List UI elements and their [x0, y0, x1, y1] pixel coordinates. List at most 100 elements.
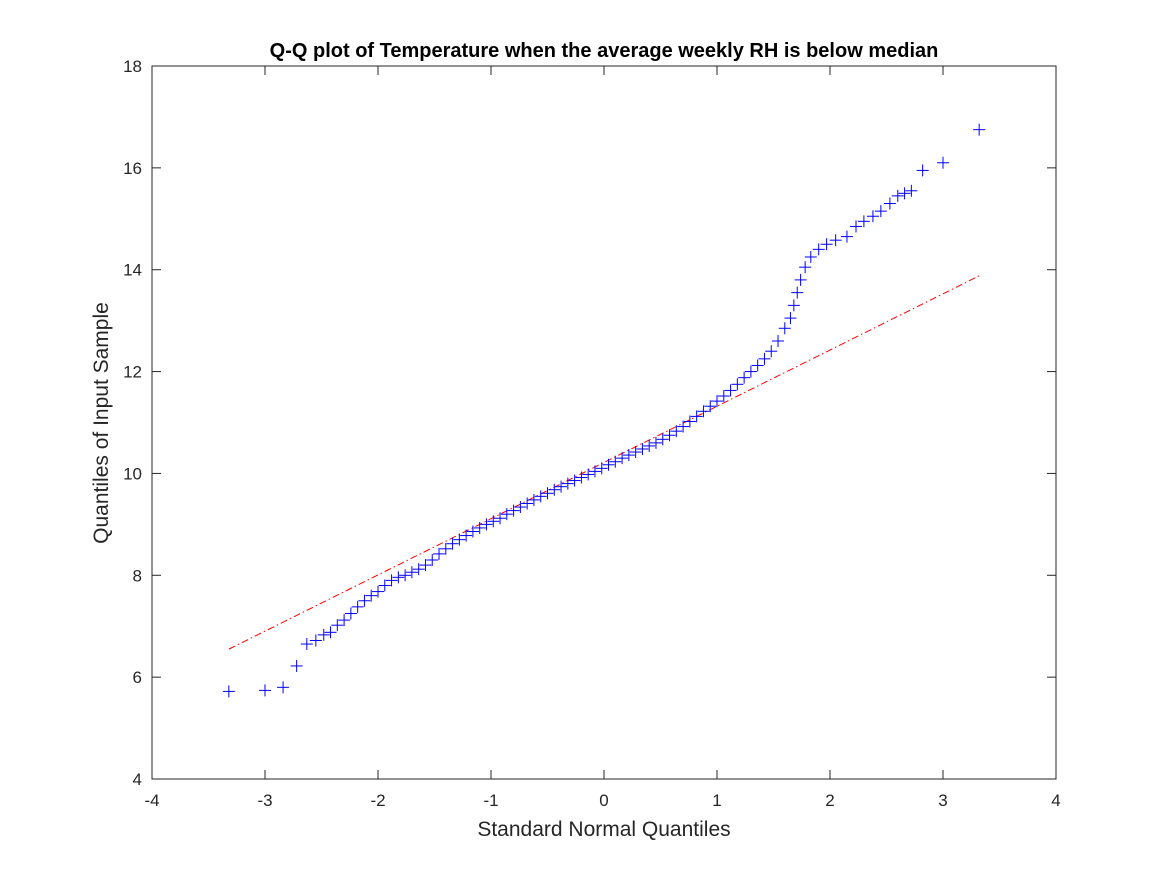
data-point — [309, 634, 322, 647]
x-axis-label: Standard Normal Quantiles — [477, 818, 730, 841]
data-point — [973, 123, 986, 136]
data-point — [683, 415, 696, 428]
data-point — [717, 390, 730, 403]
y-tick-label: 8 — [133, 566, 142, 585]
data-point — [616, 452, 629, 465]
data-point — [392, 571, 405, 584]
data-point — [677, 420, 690, 433]
x-tick-label: 1 — [712, 791, 721, 810]
data-point — [473, 521, 486, 534]
data-point — [575, 471, 588, 484]
data-point — [453, 533, 466, 546]
x-tick-label: -4 — [144, 791, 159, 810]
y-axis-ticks: 4 6 8 10 12 14 16 18 — [123, 57, 1056, 789]
data-point — [426, 554, 439, 567]
data-point — [480, 518, 493, 531]
data-point — [772, 335, 785, 348]
data-point — [561, 477, 574, 490]
reference-line — [228, 275, 980, 650]
data-point — [527, 493, 540, 506]
data-point — [849, 220, 862, 233]
data-point — [711, 395, 723, 408]
data-point — [555, 480, 568, 493]
data-point — [568, 474, 581, 487]
data-point — [595, 462, 608, 475]
data-point — [937, 156, 949, 169]
data-point — [649, 436, 662, 449]
data-point — [331, 619, 344, 632]
data-point — [378, 579, 391, 592]
data-point — [588, 465, 601, 478]
data-point — [466, 525, 479, 538]
data-point — [804, 250, 817, 263]
data-point — [446, 537, 459, 550]
data-point — [784, 312, 797, 325]
data-point — [738, 371, 751, 384]
data-point — [358, 594, 371, 607]
data-point — [399, 569, 412, 582]
data-point — [744, 365, 757, 378]
data-point — [351, 600, 364, 613]
data-point — [883, 197, 896, 210]
data-point — [704, 400, 717, 413]
data-point — [433, 547, 446, 560]
x-axis-ticks: -4 -3 -2 -1 0 1 2 3 4 — [144, 66, 1061, 810]
data-point — [891, 189, 904, 202]
data-point — [412, 563, 425, 576]
data-point — [439, 542, 452, 555]
data-point — [300, 638, 313, 651]
x-tick-label: -3 — [257, 791, 272, 810]
data-point — [534, 490, 547, 503]
data-point — [758, 352, 771, 365]
data-point — [916, 164, 929, 177]
x-tick-label: -2 — [370, 791, 385, 810]
data-point — [290, 659, 303, 672]
data-point — [507, 504, 520, 517]
data-point — [385, 574, 398, 587]
data-point — [541, 487, 554, 500]
data-point — [602, 458, 615, 471]
data-point — [277, 681, 290, 694]
y-tick-label: 4 — [133, 770, 142, 789]
data-point — [787, 299, 800, 312]
data-point — [372, 585, 384, 598]
x-tick-label: 3 — [938, 791, 947, 810]
data-point — [622, 449, 635, 462]
data-point — [629, 446, 642, 459]
data-point — [812, 243, 825, 256]
data-point — [419, 559, 432, 572]
data-point — [840, 230, 853, 243]
x-tick-label: 4 — [1051, 791, 1060, 810]
data-point — [643, 439, 656, 452]
data-point — [731, 378, 744, 391]
axes-box — [151, 65, 1057, 780]
data-point — [460, 529, 473, 542]
data-point — [751, 359, 764, 372]
data-point — [324, 626, 337, 639]
data-point — [778, 322, 791, 335]
y-tick-label: 16 — [123, 159, 142, 178]
data-point — [670, 425, 683, 438]
data-point — [582, 468, 595, 481]
data-point — [898, 187, 911, 200]
x-tick-label: -1 — [483, 791, 498, 810]
data-point — [799, 261, 812, 274]
data-point — [905, 184, 918, 197]
data-point — [222, 685, 235, 698]
y-tick-label: 14 — [123, 261, 142, 280]
data-point — [405, 566, 418, 579]
reference-line-group — [228, 275, 980, 650]
data-point — [874, 205, 887, 218]
chart-title: Q-Q plot of Temperature when the average… — [270, 40, 939, 62]
data-point — [829, 234, 842, 247]
data-point — [487, 515, 500, 528]
y-tick-label: 10 — [123, 464, 142, 483]
y-tick-label: 6 — [133, 668, 142, 687]
y-tick-label: 12 — [123, 363, 142, 382]
data-point — [690, 410, 703, 423]
x-tick-label: 0 — [599, 791, 608, 810]
data-points — [222, 123, 986, 698]
data-point — [636, 442, 649, 455]
